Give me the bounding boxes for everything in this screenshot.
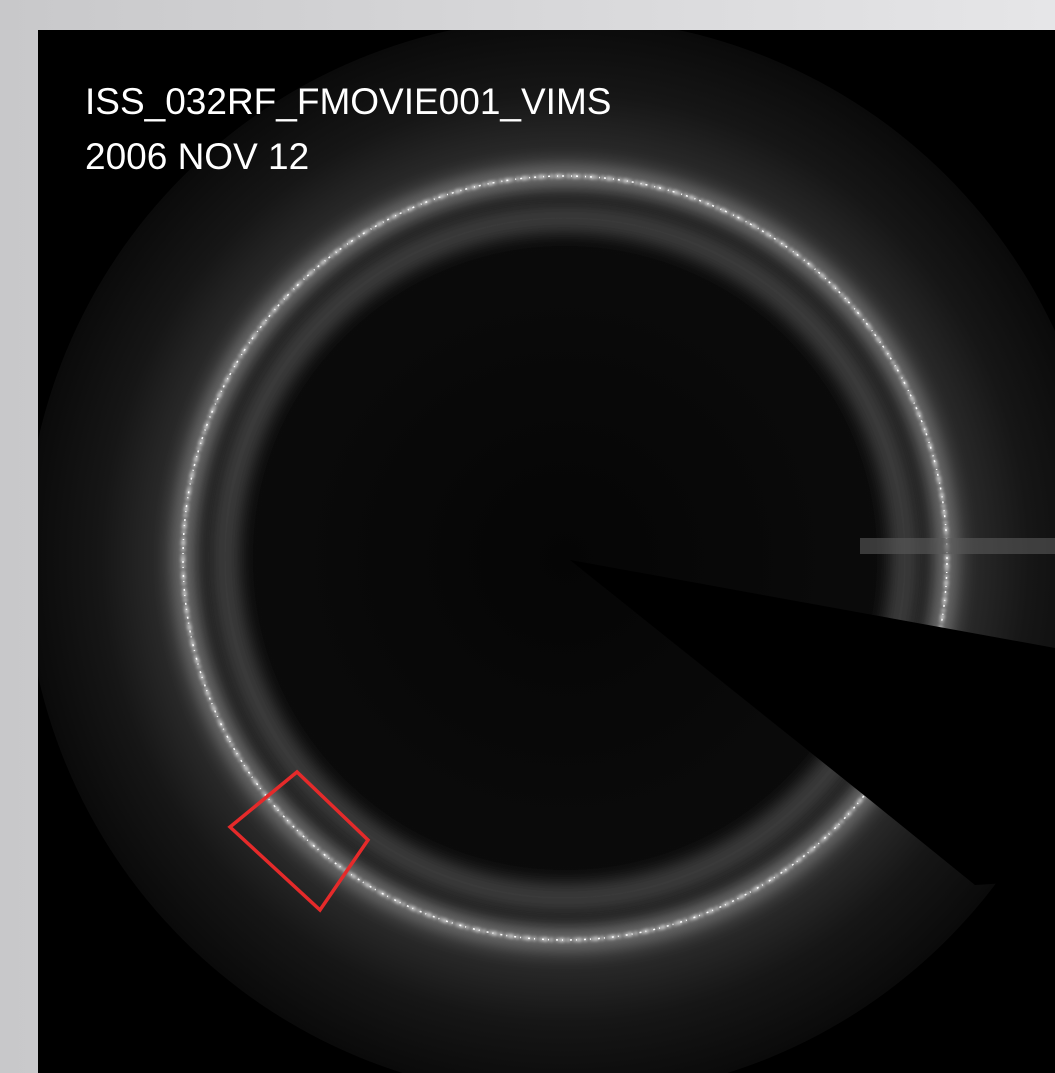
observation-id: ISS_032RF_FMOVIE001_VIMS [85, 81, 611, 122]
inner-glow [210, 203, 920, 913]
missing-wedge [570, 560, 1055, 885]
highlight-box [227, 769, 371, 913]
ring-mosaic [38, 30, 1055, 1073]
seam [860, 538, 1055, 554]
observation-date: 2006 NOV 12 [85, 136, 309, 177]
ring-sparkle [182, 175, 948, 941]
